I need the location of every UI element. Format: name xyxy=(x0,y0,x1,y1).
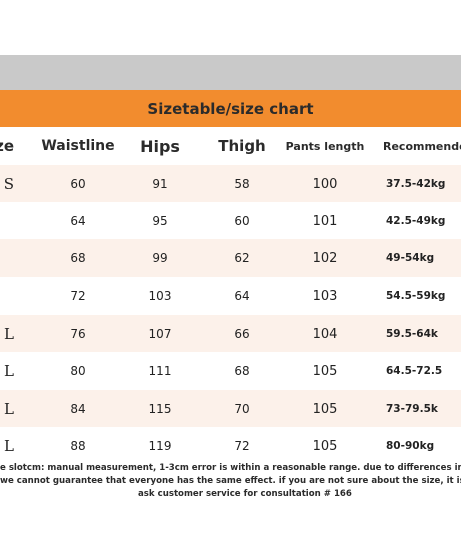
cell-waistline: 80 xyxy=(70,364,86,378)
header-waistline: Waistline xyxy=(41,138,115,154)
cell-pants-length: 105 xyxy=(312,401,338,417)
cell-waistline: 72 xyxy=(70,289,86,303)
cell-size: L xyxy=(4,325,14,343)
footnote-line-2: we cannot guarantee that everyone has th… xyxy=(0,476,461,486)
cell-recommended-weight: 80-90kg xyxy=(386,440,435,452)
cell-hips: 103 xyxy=(148,289,172,303)
cell-thigh: 70 xyxy=(234,402,250,416)
footnote-line-3: ask customer service for consultation # … xyxy=(138,489,352,499)
cell-pants-length: 101 xyxy=(312,213,338,229)
cell-hips: 119 xyxy=(148,439,172,453)
table-row: 64 95 60 101 42.5-49kg xyxy=(0,202,461,240)
header-size: ze xyxy=(0,137,14,155)
table-row: 72 103 64 103 54.5-59kg xyxy=(0,277,461,315)
cell-waistline: 84 xyxy=(70,402,86,416)
table-row: L 84 115 70 105 73-79.5k xyxy=(0,390,461,428)
cell-pants-length: 103 xyxy=(312,288,338,304)
cell-thigh: 64 xyxy=(234,289,250,303)
table-row: L 88 119 72 105 80-90kg xyxy=(0,427,461,465)
cell-waistline: 68 xyxy=(70,251,86,265)
header-recommended-weight: Recommended w xyxy=(383,139,461,153)
cell-recommended-weight: 59.5-64k xyxy=(386,328,438,340)
size-chart-title: Sizetable/size chart xyxy=(0,90,461,127)
cell-thigh: 62 xyxy=(234,251,250,265)
cell-recommended-weight: 37.5-42kg xyxy=(386,178,446,190)
table-header-row: ze Waistline Hips Thigh Pants length Rec… xyxy=(0,127,461,165)
cell-thigh: 60 xyxy=(234,214,250,228)
cell-pants-length: 102 xyxy=(312,250,338,266)
cell-waistline: 76 xyxy=(70,327,86,341)
cell-waistline: 88 xyxy=(70,439,86,453)
cell-hips: 107 xyxy=(148,327,172,341)
table-row: L 80 111 68 105 64.5-72.5 xyxy=(0,352,461,390)
cell-size xyxy=(0,239,14,277)
cell-thigh: 72 xyxy=(234,439,250,453)
title-text: Sizetable/size chart xyxy=(147,99,314,118)
cell-waistline: 60 xyxy=(70,177,86,191)
cell-hips: 111 xyxy=(148,364,172,378)
top-gray-band xyxy=(0,55,461,90)
cell-hips: 99 xyxy=(152,251,168,265)
cell-recommended-weight: 54.5-59kg xyxy=(386,290,446,302)
cell-size: S xyxy=(3,175,14,193)
cell-recommended-weight: 73-79.5k xyxy=(386,403,438,415)
table-row: 68 99 62 102 49-54kg xyxy=(0,239,461,277)
cell-size: L xyxy=(4,400,14,418)
table-row: S 60 91 58 100 37.5-42kg xyxy=(0,165,461,203)
cell-recommended-weight: 42.5-49kg xyxy=(386,215,446,227)
cell-pants-length: 105 xyxy=(312,438,338,454)
header-hips: Hips xyxy=(140,136,180,156)
cell-hips: 91 xyxy=(152,177,168,191)
cell-size xyxy=(0,202,14,240)
header-pants-length: Pants length xyxy=(285,139,365,153)
cell-hips: 95 xyxy=(152,214,168,228)
cell-waistline: 64 xyxy=(70,214,86,228)
cell-size: L xyxy=(4,437,14,455)
cell-size xyxy=(0,277,14,315)
cell-pants-length: 104 xyxy=(312,326,338,342)
cell-size: L xyxy=(4,362,14,380)
footnote-line-1: e slotcm: manual measurement, 1-3cm erro… xyxy=(0,463,461,473)
cell-hips: 115 xyxy=(148,402,172,416)
header-thigh: Thigh xyxy=(218,137,266,155)
cell-recommended-weight: 49-54kg xyxy=(386,252,435,264)
cell-pants-length: 105 xyxy=(312,363,338,379)
cell-recommended-weight: 64.5-72.5 xyxy=(386,365,443,377)
table-row: L 76 107 66 104 59.5-64k xyxy=(0,315,461,353)
cell-thigh: 68 xyxy=(234,364,250,378)
cell-pants-length: 100 xyxy=(312,176,338,192)
cell-thigh: 58 xyxy=(234,177,250,191)
cell-thigh: 66 xyxy=(234,327,250,341)
